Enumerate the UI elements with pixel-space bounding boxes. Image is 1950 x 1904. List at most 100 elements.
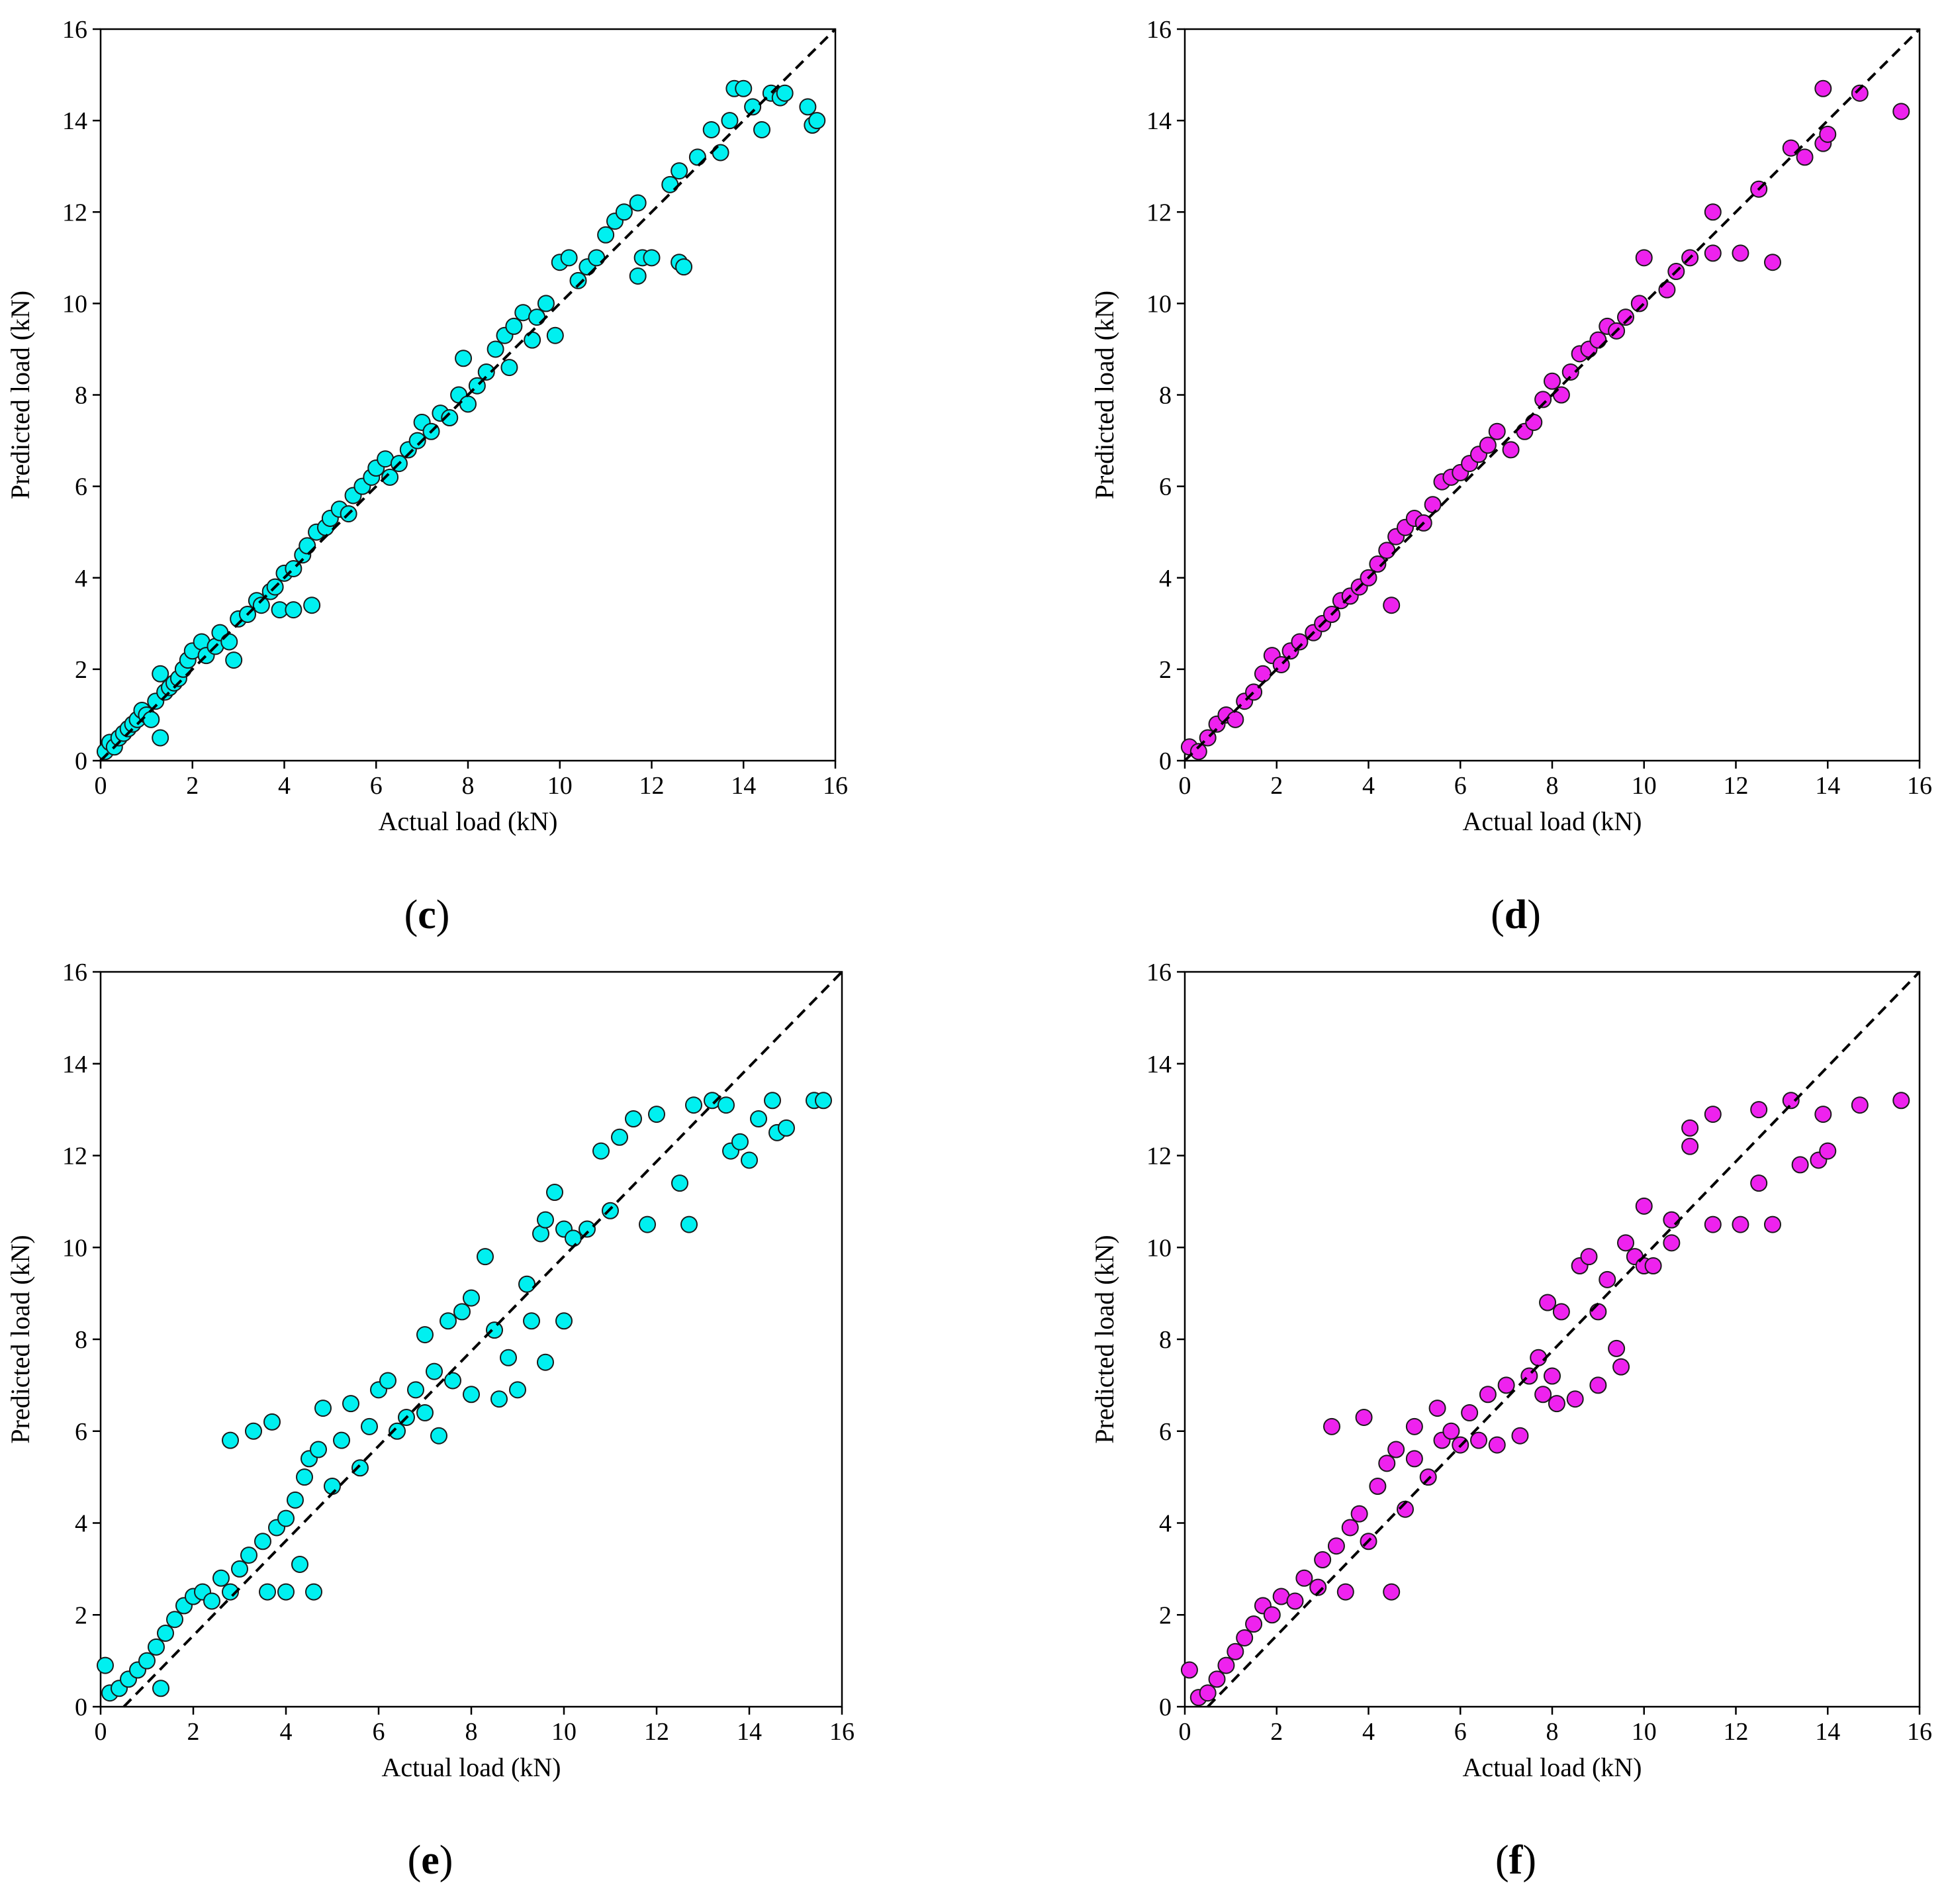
data-point	[1599, 1270, 1616, 1288]
data-point	[342, 1395, 359, 1413]
y-axis-title: Predicted load (kN)	[1090, 291, 1119, 499]
data-point	[252, 596, 270, 614]
data-point	[1502, 441, 1520, 459]
x-tick-label: 14	[737, 1718, 762, 1746]
data-point	[629, 194, 647, 212]
data-point	[157, 1625, 174, 1642]
y-axis-title: Predicted load (kN)	[1090, 1235, 1119, 1443]
data-point	[225, 651, 243, 669]
y-tick-label: 14	[1146, 107, 1172, 135]
data-point	[1681, 1137, 1699, 1155]
data-point	[1405, 1450, 1423, 1468]
data-point	[500, 1349, 517, 1366]
y-tick-label: 10	[62, 290, 87, 318]
x-tick-label: 12	[639, 772, 665, 800]
data-point	[1544, 372, 1561, 390]
data-point	[675, 258, 693, 276]
data-point	[1217, 1656, 1235, 1674]
data-point	[1350, 1505, 1368, 1523]
data-point	[1704, 1106, 1722, 1123]
data-point	[741, 1151, 758, 1169]
data-point	[648, 1106, 665, 1123]
x-tick-label: 16	[829, 1718, 855, 1746]
data-point	[477, 363, 495, 381]
data-point	[477, 1248, 494, 1266]
data-point	[1589, 331, 1607, 349]
data-point	[263, 1413, 281, 1431]
data-point	[1291, 633, 1309, 651]
y-tick-label: 16	[1146, 16, 1172, 44]
data-point	[1199, 1684, 1217, 1702]
data-point	[1479, 436, 1497, 454]
x-tick-label: 4	[1362, 1718, 1375, 1746]
data-point	[1327, 1537, 1345, 1555]
data-point	[1383, 1583, 1401, 1601]
data-point	[1791, 1156, 1809, 1174]
data-point	[231, 1560, 248, 1578]
data-point	[148, 1638, 165, 1656]
panel-f-label: (f)	[1495, 1838, 1536, 1883]
data-point	[1263, 1606, 1281, 1624]
x-tick-label: 2	[1270, 1718, 1283, 1746]
data-point	[1336, 1583, 1354, 1601]
data-point	[1851, 1096, 1869, 1114]
data-point	[1488, 422, 1506, 440]
data-point	[611, 1128, 628, 1146]
data-point	[1227, 710, 1244, 728]
data-point	[305, 1583, 322, 1601]
data-point	[1750, 1101, 1768, 1119]
x-tick-label: 16	[1907, 1718, 1932, 1746]
data-point	[588, 249, 606, 267]
x-tick-label: 16	[1907, 772, 1932, 800]
x-tick-label: 6	[1454, 1718, 1467, 1746]
x-tick-label: 6	[373, 1718, 385, 1746]
panel-e-label: (e)	[408, 1838, 453, 1883]
data-point	[333, 1431, 350, 1449]
data-point	[1355, 1408, 1373, 1426]
data-point	[166, 1611, 183, 1629]
data-point	[1378, 1454, 1396, 1472]
y-tick-label: 12	[62, 1143, 87, 1170]
data-point	[815, 1092, 832, 1110]
panel-f-letter: f	[1509, 1838, 1524, 1883]
data-point	[1341, 1519, 1359, 1537]
data-point	[152, 665, 169, 683]
panel-e: 0 2 4 6 8 10 12 14 16 0 2 4 6 8 10 12 14 16 Actual load (k…	[5, 959, 855, 1782]
data-point	[592, 1142, 610, 1160]
y-tick-label: 12	[62, 199, 87, 226]
data-point	[1530, 1349, 1548, 1366]
data-point	[1658, 281, 1676, 299]
y-tick-label: 0	[75, 747, 87, 775]
data-point	[685, 1096, 702, 1114]
data-point	[1561, 363, 1579, 381]
data-point	[1534, 391, 1552, 408]
reference-line	[1207, 971, 1921, 1708]
data-point	[518, 1275, 535, 1293]
data-point	[764, 1092, 781, 1110]
data-point	[1442, 1422, 1460, 1440]
x-tick-label: 6	[370, 772, 383, 800]
x-tick-label: 14	[1815, 772, 1840, 800]
data-point	[455, 350, 473, 367]
data-point	[310, 1441, 327, 1458]
data-point	[1525, 413, 1543, 431]
y-tick-label: 16	[62, 959, 87, 986]
data-point	[1387, 1441, 1405, 1458]
data-point	[287, 1491, 304, 1509]
x-tick-label: 4	[1362, 772, 1375, 800]
y-tick-label: 0	[1159, 747, 1172, 775]
x-tick-label: 8	[1546, 1718, 1559, 1746]
data-point	[299, 537, 316, 555]
data-point	[1369, 555, 1387, 573]
data-point	[537, 1353, 554, 1371]
data-point	[537, 1211, 554, 1229]
data-point	[1424, 496, 1442, 514]
x-tick-label: 16	[823, 772, 848, 800]
x-tick-label: 8	[1546, 772, 1559, 800]
data-point	[1892, 1092, 1910, 1110]
data-point	[702, 120, 720, 138]
data-point	[254, 1533, 271, 1550]
data-point	[500, 359, 518, 377]
data-point	[1544, 1367, 1561, 1385]
data-point	[1369, 1478, 1387, 1495]
